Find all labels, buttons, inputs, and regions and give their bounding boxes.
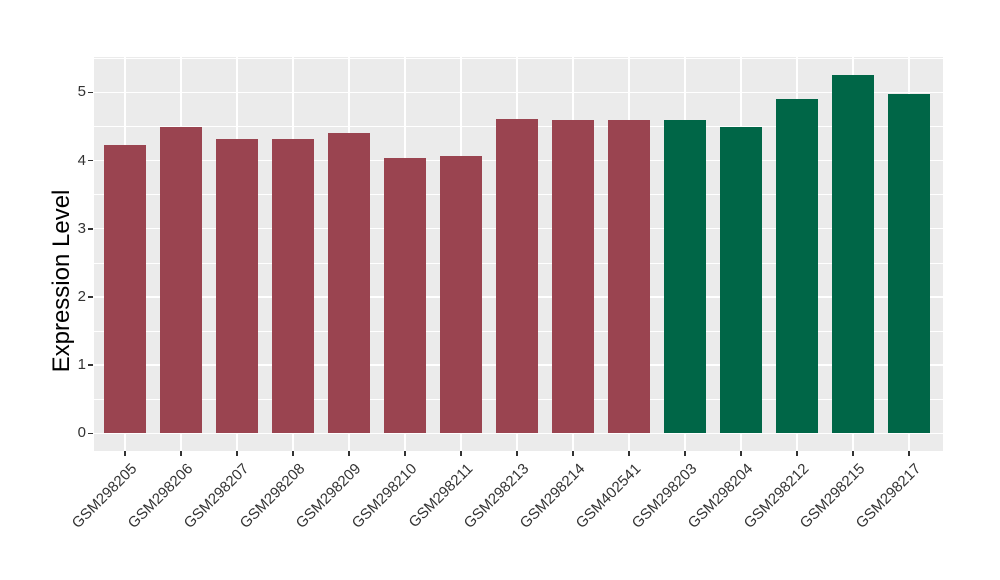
x-tick-mark-GSM298211: [460, 451, 462, 456]
x-tick-mark-GSM298203: [684, 451, 686, 456]
x-tick-mark-GSM298206: [180, 451, 182, 456]
y-tick-mark-5: [88, 91, 93, 94]
x-tick-mark-GSM298210: [404, 451, 406, 456]
bar-GSM298203: [664, 120, 706, 434]
x-tick-mark-GSM298208: [292, 451, 294, 456]
y-tick-label-0: 0: [77, 424, 86, 442]
gridline-minor-y-5.5: [94, 58, 943, 59]
bar-GSM298215: [832, 74, 874, 434]
gridline-major-y-0: [94, 432, 943, 434]
bar-GSM298211: [440, 155, 482, 434]
y-tick-mark-2: [88, 296, 93, 298]
x-tick-label-GSM298217: GSM298217: [852, 460, 925, 532]
x-tick-label-GSM298205: GSM298205: [68, 460, 141, 532]
bar-GSM402541: [608, 120, 650, 434]
y-tick-mark-3: [88, 228, 93, 230]
x-tick-label-GSM298215: GSM298215: [796, 460, 869, 532]
plot-panel: [94, 57, 943, 451]
x-tick-label-GSM298206: GSM298206: [124, 460, 197, 532]
y-tick-label-1: 1: [77, 356, 86, 374]
x-tick-label-GSM298203: GSM298203: [628, 460, 701, 532]
bar-GSM298212: [776, 98, 818, 434]
x-tick-mark-GSM298215: [852, 451, 854, 456]
bar-GSM298206: [160, 127, 202, 434]
x-tick-label-GSM298213: GSM298213: [460, 460, 533, 532]
x-tick-mark-GSM298207: [236, 451, 238, 456]
x-tick-mark-GSM402541: [628, 451, 630, 456]
x-tick-mark-GSM298213: [516, 451, 518, 456]
x-tick-label-GSM402541: GSM402541: [572, 460, 645, 532]
x-tick-mark-GSM298214: [572, 451, 574, 456]
bar-GSM298204: [720, 127, 762, 434]
gridline-major-y-5: [94, 91, 943, 94]
y-tick-label-5: 5: [77, 83, 86, 101]
bar-GSM298214: [552, 120, 594, 434]
x-tick-label-GSM298208: GSM298208: [236, 460, 309, 532]
x-tick-label-GSM298212: GSM298212: [740, 460, 813, 532]
x-tick-label-GSM298211: GSM298211: [405, 460, 477, 532]
x-tick-mark-GSM298212: [796, 451, 798, 456]
bar-GSM298210: [384, 157, 426, 434]
bar-GSM298213: [496, 119, 538, 434]
bar-GSM298208: [272, 139, 314, 434]
x-tick-mark-GSM298209: [348, 451, 350, 456]
x-tick-label-GSM298209: GSM298209: [292, 460, 365, 532]
y-tick-mark-4: [88, 159, 93, 162]
bar-GSM298205: [104, 144, 146, 434]
x-tick-label-GSM298210: GSM298210: [348, 460, 421, 532]
y-tick-label-4: 4: [77, 151, 86, 169]
x-tick-label-GSM298204: GSM298204: [684, 460, 757, 532]
x-tick-mark-GSM298204: [740, 451, 742, 456]
x-tick-label-GSM298207: GSM298207: [180, 460, 253, 532]
y-tick-mark-1: [88, 364, 93, 366]
y-tick-label-3: 3: [77, 219, 86, 237]
bar-GSM298209: [328, 133, 370, 434]
x-tick-label-GSM298214: GSM298214: [516, 460, 589, 532]
x-tick-mark-GSM298217: [908, 451, 910, 456]
y-axis-title: Expression Level: [48, 189, 75, 373]
bar-GSM298207: [216, 139, 258, 434]
y-tick-mark-0: [88, 432, 93, 435]
bar-GSM298217: [888, 93, 930, 434]
y-tick-label-2: 2: [77, 287, 86, 305]
x-tick-mark-GSM298205: [124, 451, 126, 456]
